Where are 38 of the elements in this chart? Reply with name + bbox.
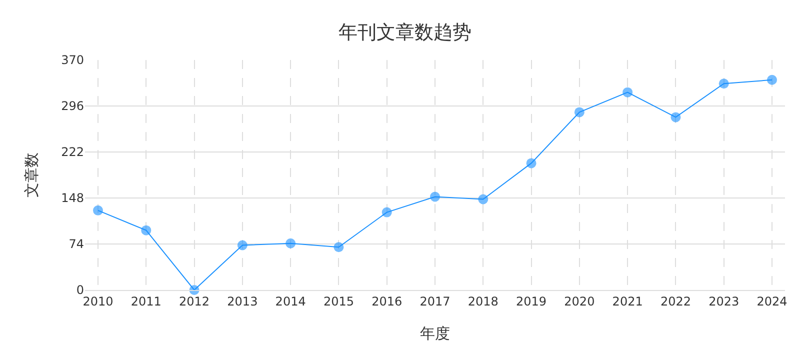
x-tick-label: 2014 [275, 294, 306, 308]
point [334, 242, 344, 252]
x-tick-label: 2021 [612, 294, 643, 308]
y-tick-label: 0 [76, 283, 84, 298]
chart-title: 年刊文章数趋势 [338, 22, 472, 44]
point [430, 192, 440, 202]
y-axis-title: 文章数 [22, 152, 40, 198]
point [574, 107, 584, 118]
x-tick-label: 2016 [372, 294, 402, 308]
point [718, 78, 729, 89]
x-axis-title: 年度 [420, 324, 450, 342]
x-tick-label: 2018 [468, 294, 498, 308]
x-tick-label: 2017 [420, 294, 450, 308]
point [670, 112, 681, 122]
x-tick-label: 2015 [323, 294, 354, 308]
y-tick-label: 370 [61, 53, 84, 68]
point [622, 87, 633, 98]
y-tick-label: 222 [61, 145, 84, 160]
point [286, 238, 296, 248]
point [767, 74, 777, 85]
point [237, 240, 248, 250]
x-tick-label: 2024 [756, 294, 788, 308]
x-tick-label: 2023 [708, 294, 740, 308]
x-tick-label: 2010 [82, 294, 114, 308]
point [478, 194, 488, 204]
x-tick-label: 2013 [227, 294, 258, 308]
x-tick-label: 2019 [516, 294, 547, 308]
y-tick-label: 148 [61, 191, 84, 206]
point [141, 225, 152, 236]
point [382, 207, 392, 218]
y-tick-label: 74 [68, 237, 84, 252]
x-tick-label: 2022 [660, 294, 691, 308]
point [93, 205, 103, 216]
x-tick-label: 2011 [130, 294, 162, 308]
point [526, 158, 536, 168]
x-tick-label: 2012 [179, 294, 210, 308]
y-tick-label: 296 [61, 99, 84, 114]
x-tick-label: 2020 [564, 294, 595, 308]
